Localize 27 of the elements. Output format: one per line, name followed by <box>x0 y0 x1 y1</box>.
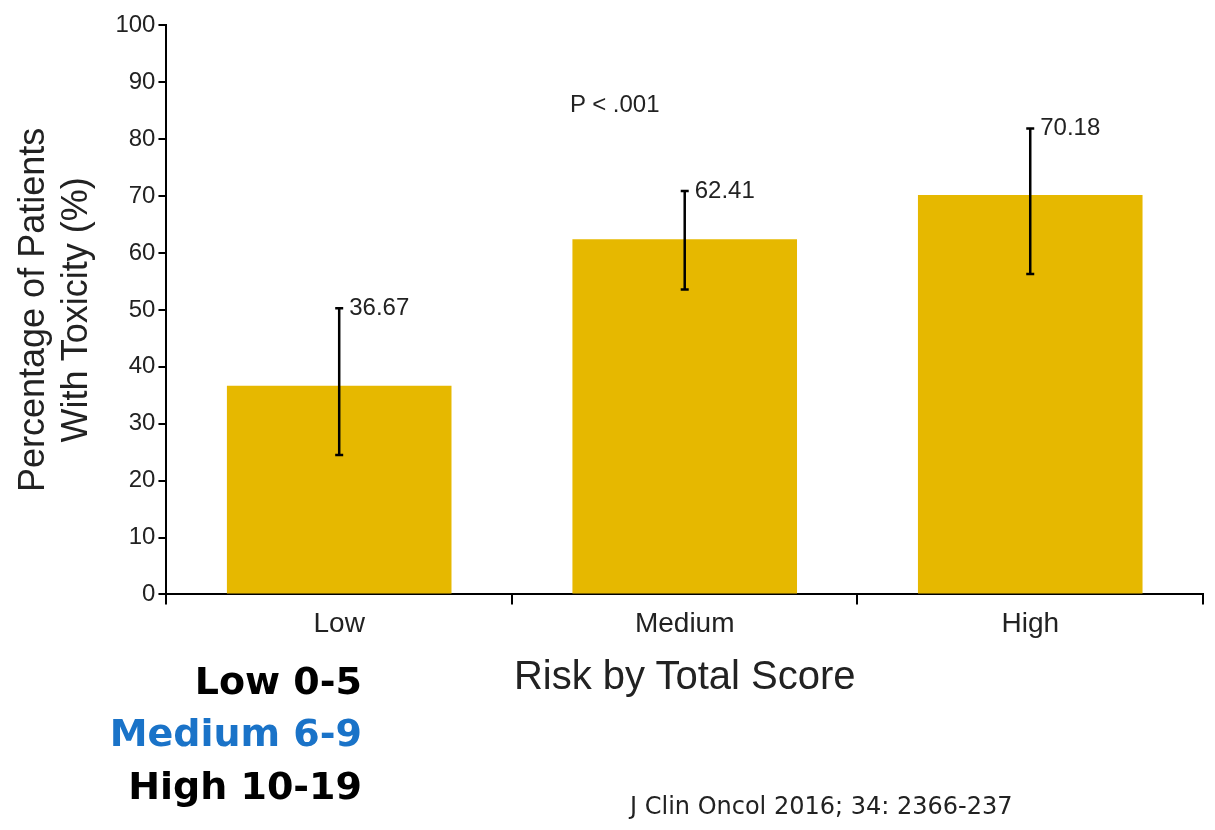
y-tick-label: 30 <box>128 408 156 436</box>
data-label: 62.41 <box>694 175 755 203</box>
bar <box>917 195 1143 594</box>
text: High 10-19 <box>128 763 362 808</box>
x-axis-title: Risk by Total Score <box>513 653 856 698</box>
y-tick-label: 10 <box>128 522 156 550</box>
y-tick-label: 100 <box>115 10 156 38</box>
y-tick-label: 40 <box>128 351 156 379</box>
bar <box>572 239 798 594</box>
data-label: 70.18 <box>1040 113 1101 141</box>
text: Medium 6-9 <box>109 710 362 755</box>
bar <box>226 385 452 594</box>
y-axis-title: Percentage of Patients With Toxicity (%) <box>10 127 95 493</box>
x-tick-label: Low <box>313 606 366 638</box>
text: J Clin Oncol 2016; 34: 2366-237 <box>628 792 1013 821</box>
x-tick-label: Medium <box>634 606 735 638</box>
x-tick-label: High <box>1001 606 1060 638</box>
y-tick-label: 80 <box>128 123 156 151</box>
y-tick-label: 60 <box>128 237 156 265</box>
text: Low 0-5 <box>194 658 362 703</box>
y-tick-label: 70 <box>128 180 156 208</box>
y-tick-label: 90 <box>128 66 156 94</box>
y-tick-label: 50 <box>128 294 156 322</box>
data-label: 36.67 <box>349 292 410 320</box>
y-tick-label: 0 <box>142 579 156 607</box>
annotation: P < .001 <box>569 90 660 118</box>
y-tick-label: 20 <box>128 465 156 493</box>
